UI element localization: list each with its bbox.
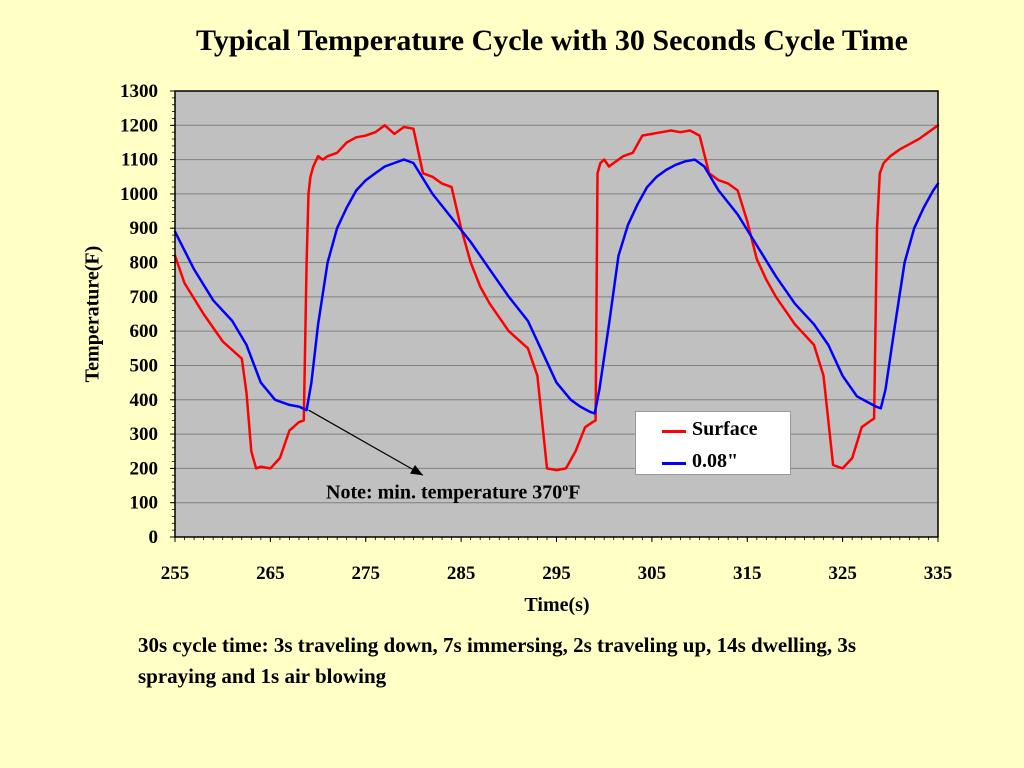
x-tick-label: 325 xyxy=(828,563,857,584)
note-text: Note: min. temperature 370 xyxy=(326,481,563,504)
x-tick-label: 255 xyxy=(161,563,190,584)
chart-legend: Surface 0.08" xyxy=(635,411,791,475)
y-tick-label: 300 xyxy=(130,424,159,445)
y-axis-label: Temperature(F) xyxy=(81,245,104,383)
x-tick-label: 285 xyxy=(447,563,476,584)
legend-swatch-008 xyxy=(662,462,686,465)
y-tick-label: 100 xyxy=(130,493,159,514)
x-tick-label: 295 xyxy=(542,563,571,584)
x-axis-label: Time(s) xyxy=(524,594,590,616)
x-tick-label: 265 xyxy=(256,563,285,584)
annotation-arrowhead xyxy=(410,464,423,476)
y-tick-label: 200 xyxy=(130,458,159,479)
y-tick-label: 900 xyxy=(130,218,159,239)
min-temperature-note: Note: min. temperature 370oF xyxy=(326,480,580,505)
legend-label-surface: Surface xyxy=(692,418,758,440)
y-tick-label: 1000 xyxy=(120,184,158,205)
y-tick-label: 1200 xyxy=(120,115,158,136)
x-tick-label: 275 xyxy=(352,563,381,584)
series-line-1 xyxy=(173,158,940,415)
plot-area xyxy=(175,91,938,537)
y-tick-label: 700 xyxy=(130,287,159,308)
y-tick-label: 600 xyxy=(130,321,159,342)
cycle-description: 30s cycle time: 3s traveling down, 7s im… xyxy=(138,633,857,688)
annotation-arrow xyxy=(308,409,424,476)
x-tick-label: 305 xyxy=(638,563,667,584)
plot-border xyxy=(174,90,939,538)
y-tick-label: 1100 xyxy=(121,150,158,171)
y-tick-label: 1300 xyxy=(120,81,158,102)
legend-label-008: 0.08" xyxy=(692,450,739,472)
series-line-0 xyxy=(173,124,940,472)
y-tick-label: 0 xyxy=(149,527,159,548)
chart-title: Typical Temperature Cycle with 30 Second… xyxy=(196,24,908,57)
x-tick-label: 335 xyxy=(924,563,953,584)
y-tick-label: 500 xyxy=(130,355,159,376)
note-unit: F xyxy=(568,481,581,504)
x-tick-label: 315 xyxy=(733,563,762,584)
y-tick-label: 800 xyxy=(130,253,159,274)
legend-swatch-surface xyxy=(662,430,686,433)
note-degree: o xyxy=(562,480,569,494)
y-tick-label: 400 xyxy=(130,390,159,411)
